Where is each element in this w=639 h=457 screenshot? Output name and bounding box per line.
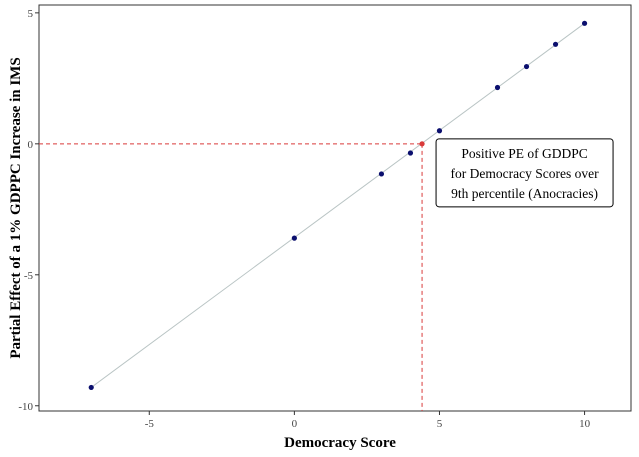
y-tick-label-0: -10 bbox=[18, 401, 33, 413]
annotation: Positive PE of GDDPC for Democracy Score… bbox=[435, 138, 614, 208]
data-point-4 bbox=[436, 128, 443, 134]
x-tick-label-2: 5 bbox=[437, 418, 443, 430]
data-point-3 bbox=[407, 150, 414, 156]
annotation-box bbox=[435, 138, 614, 208]
data-point-8 bbox=[581, 20, 588, 26]
x-tick-label-3: 10 bbox=[579, 418, 591, 430]
annotation-line-1: Positive PE of GDDPC bbox=[461, 146, 587, 161]
data-point-0 bbox=[88, 384, 94, 391]
y-tick-label-1: -5 bbox=[24, 270, 34, 282]
y-tick-label-2: 0 bbox=[28, 139, 34, 151]
data-point-5 bbox=[494, 84, 501, 91]
x-tick-label-0: -5 bbox=[145, 418, 155, 430]
y-tick-label-3: 5 bbox=[28, 8, 34, 20]
threshold-point bbox=[419, 141, 425, 147]
data-point-2 bbox=[378, 171, 385, 177]
x-tick-label-1: 0 bbox=[292, 418, 298, 430]
annotation-line-2: for Democracy Scores over bbox=[451, 166, 600, 181]
data-point-6 bbox=[523, 63, 530, 70]
data-point-7 bbox=[552, 41, 559, 47]
x-axis-ticks: -5 0 5 10 bbox=[145, 411, 591, 430]
fit-line bbox=[90, 22, 585, 388]
y-axis-title: Partial Effect of a 1% GDPPC Increase in… bbox=[8, 57, 24, 358]
x-axis-title: Democracy Score bbox=[284, 435, 396, 451]
y-axis-ticks: -10 -5 0 5 bbox=[18, 8, 39, 413]
plot-layer bbox=[39, 20, 588, 411]
annotation-line-3: 9th percentile (Anocracies) bbox=[451, 186, 598, 201]
data-point-1 bbox=[291, 235, 297, 241]
